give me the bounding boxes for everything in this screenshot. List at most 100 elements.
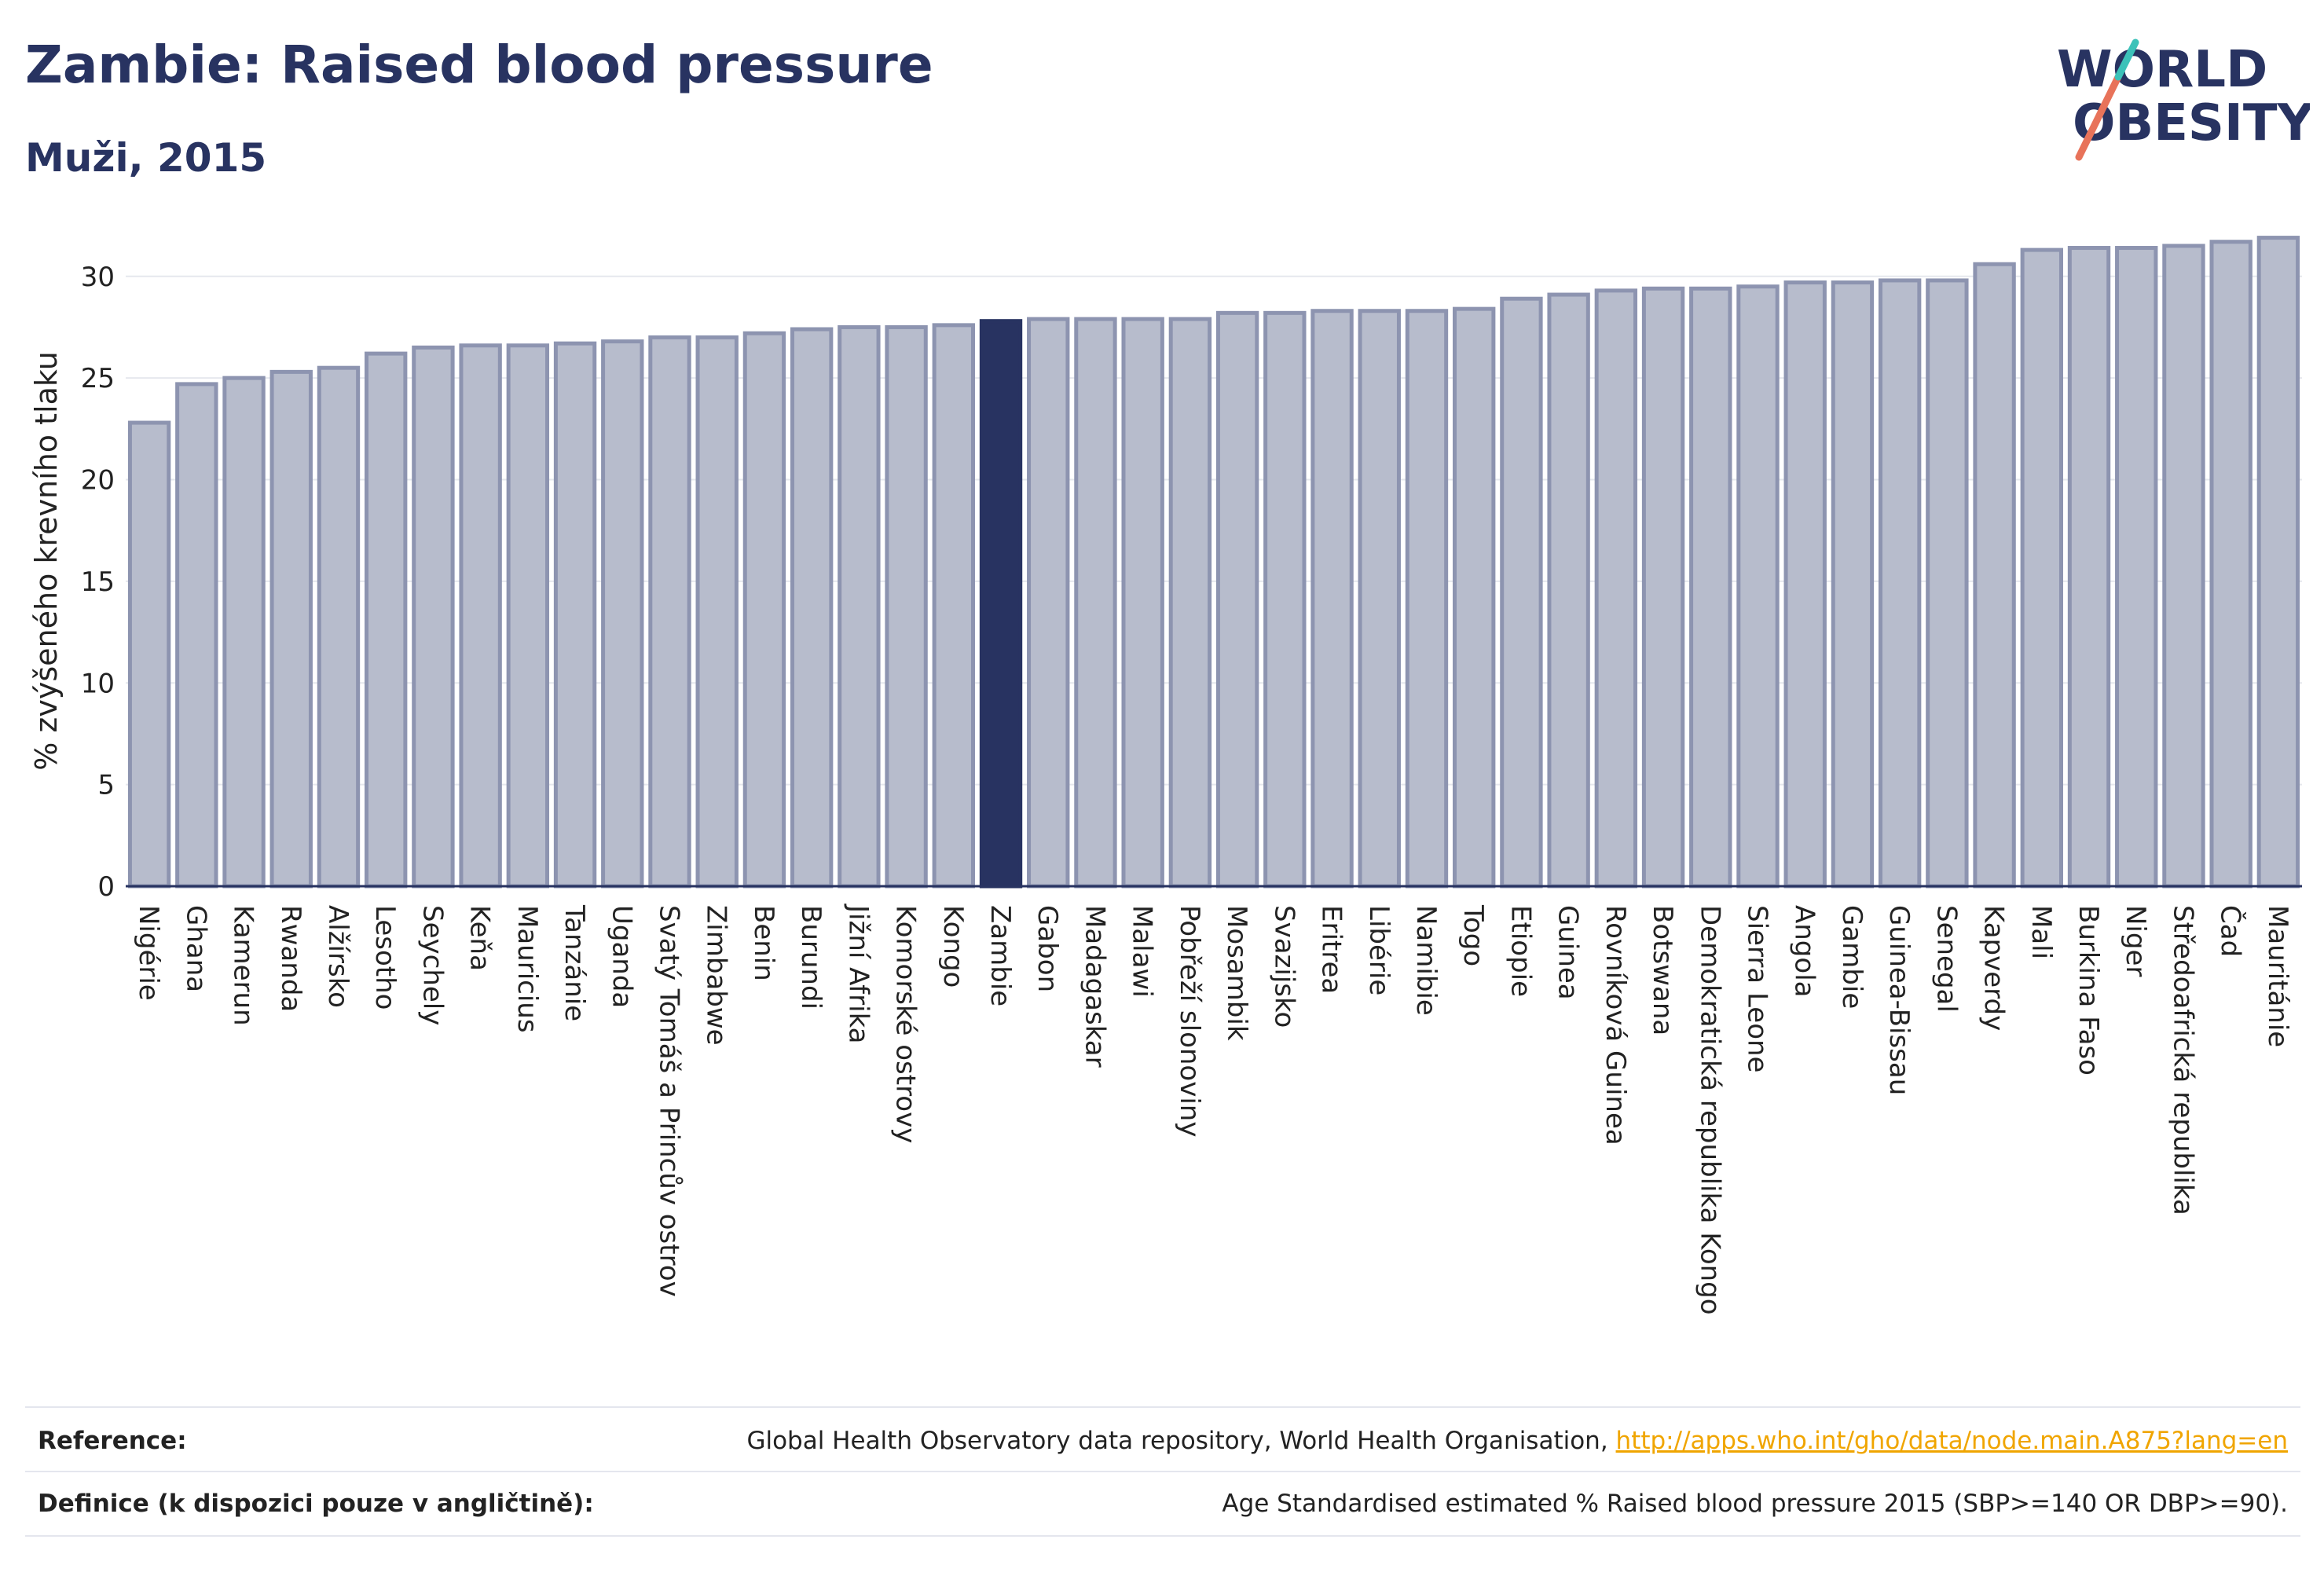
bar [742, 331, 786, 889]
bar [1783, 280, 1827, 889]
bar [1594, 288, 1638, 889]
x-tick-label: Lesotho [369, 905, 401, 1010]
x-tick-label: Burundi [795, 905, 827, 1010]
bar [1168, 317, 1212, 889]
x-tick-label: Mali [2025, 905, 2057, 959]
bar [2209, 240, 2253, 889]
bars [127, 236, 2300, 889]
logo-line2: OBESITY [2073, 94, 2310, 152]
bar [317, 365, 361, 889]
x-tick-label: Angola [1789, 905, 1820, 997]
x-tick-label: Senegal [1930, 905, 1962, 1013]
footer-divider-bottom [25, 1535, 2300, 1537]
x-tick-label: Mosambik [1221, 905, 1252, 1041]
bar-highlight [979, 319, 1023, 889]
bar [1121, 317, 1164, 889]
bar [1689, 286, 1732, 889]
x-tick-label: Kamerun [228, 905, 259, 1026]
y-tick-labels: 0 5 10 15 20 25 30 [81, 262, 115, 903]
bar [222, 376, 266, 889]
x-tick-label: Niger [2120, 905, 2151, 977]
bar [601, 339, 644, 889]
footer-divider-middle [25, 1471, 2300, 1472]
y-tick-label: 0 [97, 871, 115, 903]
bar [932, 323, 975, 889]
bar [1500, 296, 1543, 889]
bar [1831, 280, 1875, 889]
bar [648, 335, 691, 889]
x-tick-label: Alžírsko [322, 905, 354, 1008]
x-tick-label: Gabon [1032, 905, 1063, 992]
chart-subtitle: Muži, 2015 [25, 135, 267, 181]
x-tick-label: Seychely [416, 905, 448, 1025]
logo-slash-teal [2114, 38, 2139, 81]
x-tick-label: Uganda [606, 905, 637, 1008]
x-tick-label: Namibie [1410, 905, 1442, 1016]
x-tick-label: Madagaskar [1079, 905, 1110, 1068]
x-tick-label: Malawi [1127, 905, 1158, 998]
x-tick-label: Guinea [1552, 905, 1584, 1000]
bar [1405, 309, 1449, 889]
bar [1926, 278, 1969, 889]
x-tick-label: Zambie [984, 905, 1016, 1006]
x-tick-label: Nigérie [133, 905, 164, 1001]
bar [1547, 292, 1590, 889]
bar [459, 343, 502, 889]
reference-link[interactable]: http://apps.who.int/gho/data/node.main.A… [1615, 1427, 2288, 1455]
x-tick-label: Jižní Afrika [842, 903, 874, 1044]
bar [1878, 278, 1922, 889]
reference-value: Global Health Observatory data repositor… [746, 1427, 2300, 1455]
y-axis-title: % zvýšeného krevního tlaku [29, 351, 64, 771]
bar [2162, 244, 2205, 889]
bar [2115, 246, 2158, 889]
x-tick-label: Burkina Faso [2073, 905, 2104, 1076]
x-tick-label: Komorské ostrovy [890, 905, 922, 1143]
bar [412, 345, 455, 889]
logo-line1: WORLD [2057, 41, 2267, 99]
bar [1215, 310, 1259, 889]
reference-text: Global Health Observatory data repositor… [746, 1427, 1616, 1455]
x-tick-label: Guinea-Bissau [1883, 905, 1915, 1095]
x-tick-label: Čad [2215, 905, 2247, 957]
bar [506, 343, 550, 889]
bar [365, 351, 408, 889]
bar [838, 324, 881, 889]
bar [2256, 236, 2300, 889]
x-tick-label: Libérie [1363, 905, 1395, 995]
bar [1358, 309, 1401, 889]
bar [1310, 309, 1354, 889]
x-tick-label: Ghana [180, 905, 211, 992]
reference-row: Reference: Global Health Observatory dat… [25, 1409, 2300, 1472]
definition-label: Definice (k dispozici pouze v angličtině… [38, 1490, 594, 1518]
bar [1074, 317, 1117, 889]
y-tick-label: 5 [97, 770, 115, 801]
x-tick-label: Pobřeží slonoviny [1174, 905, 1205, 1137]
world-obesity-logo: WORLD OBESITY [2057, 38, 2310, 161]
bar [175, 382, 218, 889]
x-tick-label: Demokratická republika Kongo [1694, 905, 1725, 1315]
bar [2020, 247, 2063, 889]
definition-row: Definice (k dispozici pouze v angličtině… [25, 1472, 2300, 1535]
x-tick-label: Mauritánie [2262, 905, 2293, 1047]
bar [885, 324, 928, 889]
bar [2067, 246, 2111, 889]
y-tick-label: 30 [81, 262, 115, 293]
x-tick-label: Eritrea [1316, 905, 1347, 994]
x-tick-label: Kapverdy [1978, 905, 2010, 1031]
y-tick-label: 15 [81, 566, 115, 598]
bar [127, 420, 171, 889]
y-tick-label: 20 [81, 465, 115, 497]
logo-slash-red [2075, 73, 2122, 161]
x-tick-label: Svazijsko [1268, 905, 1299, 1028]
x-tick-label: Mauricius [511, 905, 543, 1033]
bar [1453, 306, 1496, 889]
bar [553, 341, 597, 889]
bar-chart: 0 5 10 15 20 25 30 Nigérie Ghana Kamerun Rwanda Al… [29, 236, 2302, 1315]
bar [1641, 286, 1685, 889]
bar [1263, 310, 1307, 889]
bar [1973, 262, 2016, 889]
x-tick-label: Sierra Leone [1742, 905, 1773, 1072]
x-tick-label: Rovníková Guinea [1600, 905, 1631, 1145]
x-tick-labels: Nigérie Ghana Kamerun Rwanda Alžírsko Lesotho… [133, 903, 2293, 1315]
y-tick-label: 25 [81, 363, 115, 394]
